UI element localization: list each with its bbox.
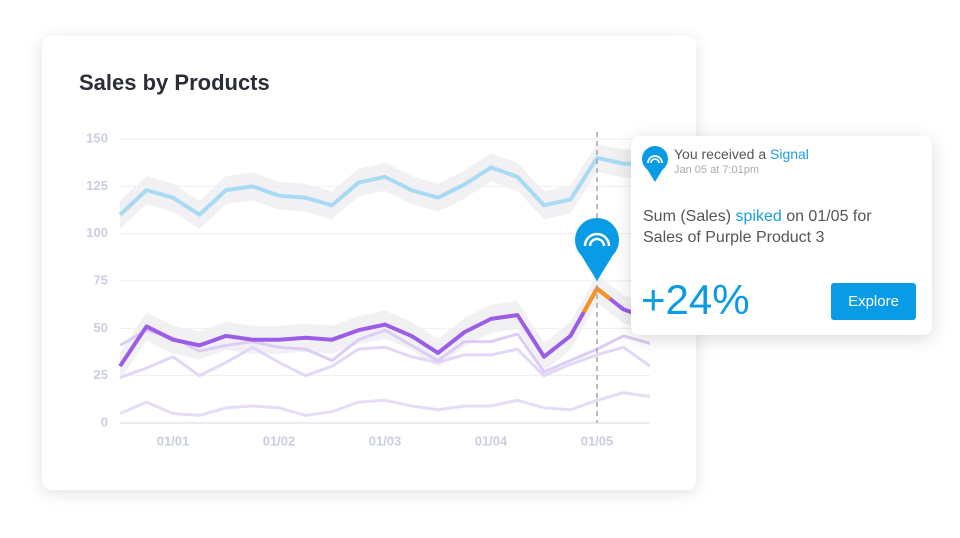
notification-header: You received a Signal — [674, 146, 809, 162]
prefix: You received a — [674, 146, 767, 162]
message-text: on 01/05 for — [786, 208, 872, 225]
card — [42, 36, 696, 490]
y-tick-label: 75 — [94, 272, 108, 287]
change-value: +24% — [641, 276, 750, 323]
band — [120, 274, 650, 381]
x-tick-label: 01/02 — [263, 433, 296, 448]
series-line — [118, 155, 650, 217]
y-tick-label: 150 — [86, 130, 108, 145]
x-tick-label: 01/03 — [369, 433, 402, 448]
notification: You received a Signal Jan 05 at 7:01pm S… — [631, 136, 932, 335]
y-tick-label: 100 — [86, 225, 108, 240]
message: Sum (Sales) spiked on 01/05 for Sales of … — [643, 206, 872, 248]
y-tick-label: 25 — [94, 367, 108, 382]
signal-link[interactable]: Signal — [770, 146, 809, 162]
series-line — [118, 286, 651, 368]
x-tick-label: 01/04 — [475, 433, 508, 448]
pin-icon — [642, 146, 668, 182]
series-line — [119, 391, 651, 417]
timestamp: Jan 05 at 7:01pm — [674, 164, 760, 176]
y-tick-label: 0 — [101, 414, 108, 429]
x-tick-label: 01/05 — [581, 433, 614, 448]
band — [120, 143, 650, 229]
chart-title: Sales by Products — [79, 70, 270, 95]
series-line — [119, 345, 651, 379]
series-line — [119, 328, 651, 374]
message-link[interactable]: spiked — [735, 208, 782, 225]
signal-pin-icon — [583, 232, 611, 247]
x-tick-label: 01/01 — [157, 433, 190, 448]
message-text: Sum (Sales) — [643, 208, 732, 225]
message-text: Sales of Purple Product 3 — [643, 229, 825, 246]
y-tick-label: 50 — [94, 320, 108, 335]
y-tick-label: 125 — [86, 178, 108, 193]
explore-button[interactable]: Explore — [831, 283, 916, 320]
